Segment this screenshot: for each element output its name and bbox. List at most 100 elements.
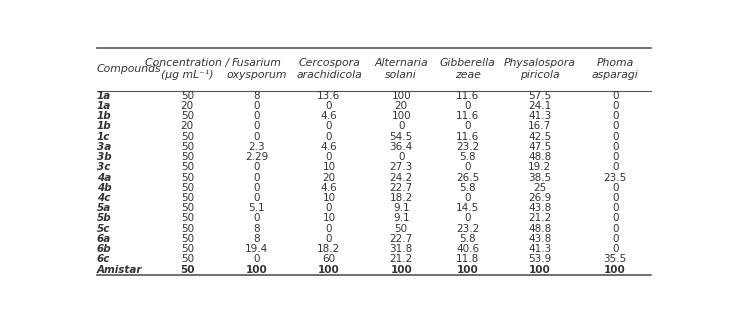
Text: 48.8: 48.8 <box>529 152 551 162</box>
Text: 50: 50 <box>181 213 194 223</box>
Text: 6c: 6c <box>97 255 110 264</box>
Text: 50: 50 <box>181 172 194 183</box>
Text: 100: 100 <box>246 265 267 275</box>
Text: 3a: 3a <box>97 142 111 152</box>
Text: 20: 20 <box>181 121 194 131</box>
Text: 57.5: 57.5 <box>529 91 551 100</box>
Text: 0: 0 <box>612 91 618 100</box>
Text: 100: 100 <box>318 265 339 275</box>
Text: 23.2: 23.2 <box>456 142 479 152</box>
Text: 0: 0 <box>464 121 471 131</box>
Text: 50: 50 <box>181 91 194 100</box>
Text: 23.2: 23.2 <box>456 224 479 234</box>
Text: 14.5: 14.5 <box>456 203 479 213</box>
Text: 0: 0 <box>464 213 471 223</box>
Text: 36.4: 36.4 <box>390 142 413 152</box>
Text: 10: 10 <box>323 193 336 203</box>
Text: 0: 0 <box>326 101 332 111</box>
Text: 0: 0 <box>253 172 260 183</box>
Text: 100: 100 <box>457 265 478 275</box>
Text: 0: 0 <box>612 193 618 203</box>
Text: 27.3: 27.3 <box>390 162 413 172</box>
Text: 50: 50 <box>181 162 194 172</box>
Text: 0: 0 <box>253 121 260 131</box>
Text: 5.8: 5.8 <box>459 234 476 244</box>
Text: 0: 0 <box>612 111 618 121</box>
Text: 22.7: 22.7 <box>390 234 413 244</box>
Text: 20: 20 <box>395 101 408 111</box>
Text: 0: 0 <box>253 111 260 121</box>
Text: Gibberella
zeae: Gibberella zeae <box>439 58 496 81</box>
Text: 10: 10 <box>323 213 336 223</box>
Text: 1c: 1c <box>97 132 110 142</box>
Text: 8: 8 <box>253 91 260 100</box>
Text: 0: 0 <box>253 183 260 193</box>
Text: Physalospora
piricola: Physalospora piricola <box>504 58 576 81</box>
Text: 5a: 5a <box>97 203 111 213</box>
Text: 11.8: 11.8 <box>456 255 479 264</box>
Text: 0: 0 <box>253 255 260 264</box>
Text: 6a: 6a <box>97 234 111 244</box>
Text: 20: 20 <box>323 172 336 183</box>
Text: 40.6: 40.6 <box>456 244 479 254</box>
Text: 50: 50 <box>181 203 194 213</box>
Text: 35.5: 35.5 <box>604 255 627 264</box>
Text: 50: 50 <box>181 132 194 142</box>
Text: 0: 0 <box>612 183 618 193</box>
Text: 9.1: 9.1 <box>393 203 410 213</box>
Text: 5b: 5b <box>97 213 112 223</box>
Text: 0: 0 <box>464 162 471 172</box>
Text: Concentration /
(μg mL⁻¹): Concentration / (μg mL⁻¹) <box>145 58 229 81</box>
Text: 0: 0 <box>612 244 618 254</box>
Text: 3b: 3b <box>97 152 112 162</box>
Text: 50: 50 <box>180 265 195 275</box>
Text: 8: 8 <box>253 224 260 234</box>
Text: 5.1: 5.1 <box>248 203 265 213</box>
Text: 0: 0 <box>326 132 332 142</box>
Text: 0: 0 <box>612 132 618 142</box>
Text: Fusarium
oxysporum: Fusarium oxysporum <box>226 58 287 81</box>
Text: 0: 0 <box>612 234 618 244</box>
Text: 24.2: 24.2 <box>390 172 413 183</box>
Text: 2.29: 2.29 <box>245 152 268 162</box>
Text: 13.6: 13.6 <box>318 91 341 100</box>
Text: Alternaria
solani: Alternaria solani <box>374 58 428 81</box>
Text: 11.6: 11.6 <box>456 132 479 142</box>
Text: 23.5: 23.5 <box>604 172 627 183</box>
Text: 100: 100 <box>391 265 412 275</box>
Text: 19.4: 19.4 <box>245 244 268 254</box>
Text: 11.6: 11.6 <box>456 111 479 121</box>
Text: 6b: 6b <box>97 244 112 254</box>
Text: 31.8: 31.8 <box>390 244 413 254</box>
Text: 26.9: 26.9 <box>529 193 551 203</box>
Text: 3c: 3c <box>97 162 110 172</box>
Text: 50: 50 <box>181 255 194 264</box>
Text: 24.1: 24.1 <box>529 101 551 111</box>
Text: 42.5: 42.5 <box>529 132 551 142</box>
Text: 41.3: 41.3 <box>529 111 551 121</box>
Text: 4.6: 4.6 <box>320 183 337 193</box>
Text: 1a: 1a <box>97 101 111 111</box>
Text: 22.7: 22.7 <box>390 183 413 193</box>
Text: 4a: 4a <box>97 172 111 183</box>
Text: 50: 50 <box>181 111 194 121</box>
Text: 0: 0 <box>326 152 332 162</box>
Text: 25: 25 <box>533 183 547 193</box>
Text: 41.3: 41.3 <box>529 244 551 254</box>
Text: 50: 50 <box>395 224 408 234</box>
Text: 1a: 1a <box>97 91 111 100</box>
Text: 18.2: 18.2 <box>318 244 341 254</box>
Text: 9.1: 9.1 <box>393 213 410 223</box>
Text: 4b: 4b <box>97 183 112 193</box>
Text: 48.8: 48.8 <box>529 224 551 234</box>
Text: 0: 0 <box>326 121 332 131</box>
Text: 4.6: 4.6 <box>320 142 337 152</box>
Text: 19.2: 19.2 <box>529 162 551 172</box>
Text: 0: 0 <box>253 162 260 172</box>
Text: 4.6: 4.6 <box>320 111 337 121</box>
Text: 54.5: 54.5 <box>390 132 413 142</box>
Text: 0: 0 <box>253 132 260 142</box>
Text: 100: 100 <box>604 265 626 275</box>
Text: 0: 0 <box>464 101 471 111</box>
Text: 100: 100 <box>391 91 411 100</box>
